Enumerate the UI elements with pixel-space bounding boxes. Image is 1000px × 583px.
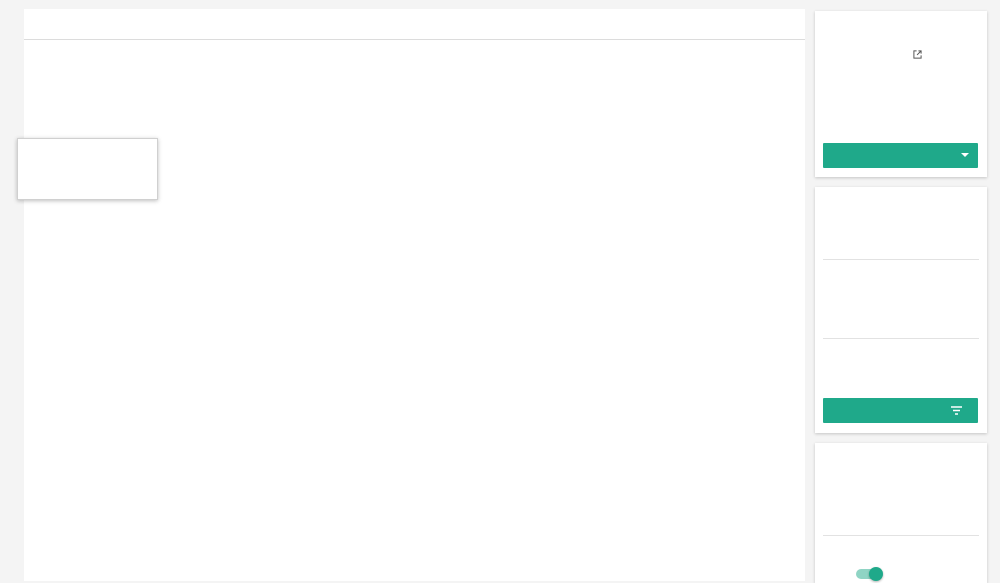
week-panel — [815, 11, 987, 177]
filter-divider-mid — [823, 338, 979, 339]
filter-panel — [815, 187, 987, 433]
day-header-row — [24, 9, 805, 40]
external-link-icon — [913, 50, 922, 59]
occupied-divider — [823, 535, 979, 536]
example-link[interactable] — [911, 50, 922, 60]
occupied-panel — [815, 443, 987, 583]
week-select-button[interactable] — [823, 143, 978, 168]
toggle-knob — [869, 567, 883, 581]
filter-apply-button[interactable] — [823, 398, 978, 423]
timetable — [24, 9, 805, 581]
show-occupied-toggle[interactable] — [856, 567, 883, 581]
filter-divider-top — [823, 259, 979, 260]
dropdown-arrow-icon — [961, 153, 969, 157]
filter-icon — [951, 406, 962, 415]
room-tooltip — [17, 138, 158, 200]
